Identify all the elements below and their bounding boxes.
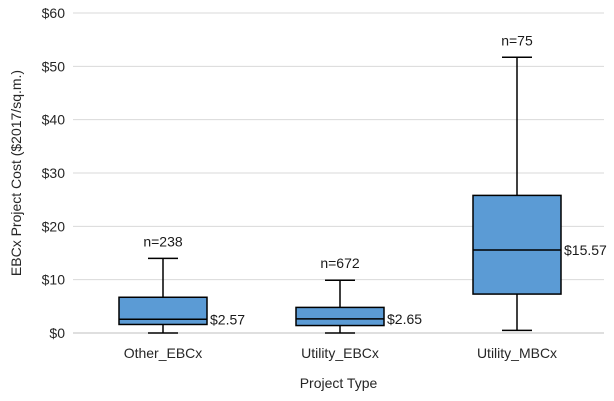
x-tick-label: Utility_EBCx [301,345,379,361]
box-Other_EBCx: $2.57 n=238 [118,233,245,334]
box-iqr [295,306,385,327]
x-axis-label: Project Type [300,375,378,391]
y-tick-label: $20 [42,218,66,234]
y-tick-label: $10 [42,272,66,288]
y-tick-label: $50 [42,58,66,74]
sample-size-label: n=238 [143,233,183,249]
y-tick-label: $30 [42,165,66,181]
x-axis-ticks: Other_EBCx Utility_EBCx Utility_MBCx [124,345,557,361]
sample-size-label: n=672 [320,255,360,271]
median-label: $2.65 [387,311,422,327]
y-axis-label: EBCx Project Cost ($2017/sq.m.) [8,70,24,276]
box-iqr [472,194,562,295]
median-label: $2.57 [210,311,245,327]
box-Utility_EBCx: $2.65 n=672 [295,255,422,334]
y-tick-label: $60 [42,5,66,21]
median-label: $15.57 [564,242,607,258]
box-Utility_MBCx: $15.57 n=75 [472,32,607,332]
boxes: $2.57 n=238 $2.65 n=672 $15.57 n=75 [118,32,607,334]
box-iqr [118,296,208,326]
sample-size-label: n=75 [501,32,533,48]
y-tick-label: $40 [42,112,66,128]
y-tick-label: $0 [49,325,65,341]
x-tick-label: Other_EBCx [124,345,203,361]
y-axis-ticks: $0 $10 $20 $30 $40 $50 $60 [42,5,66,341]
x-tick-label: Utility_MBCx [477,345,557,361]
